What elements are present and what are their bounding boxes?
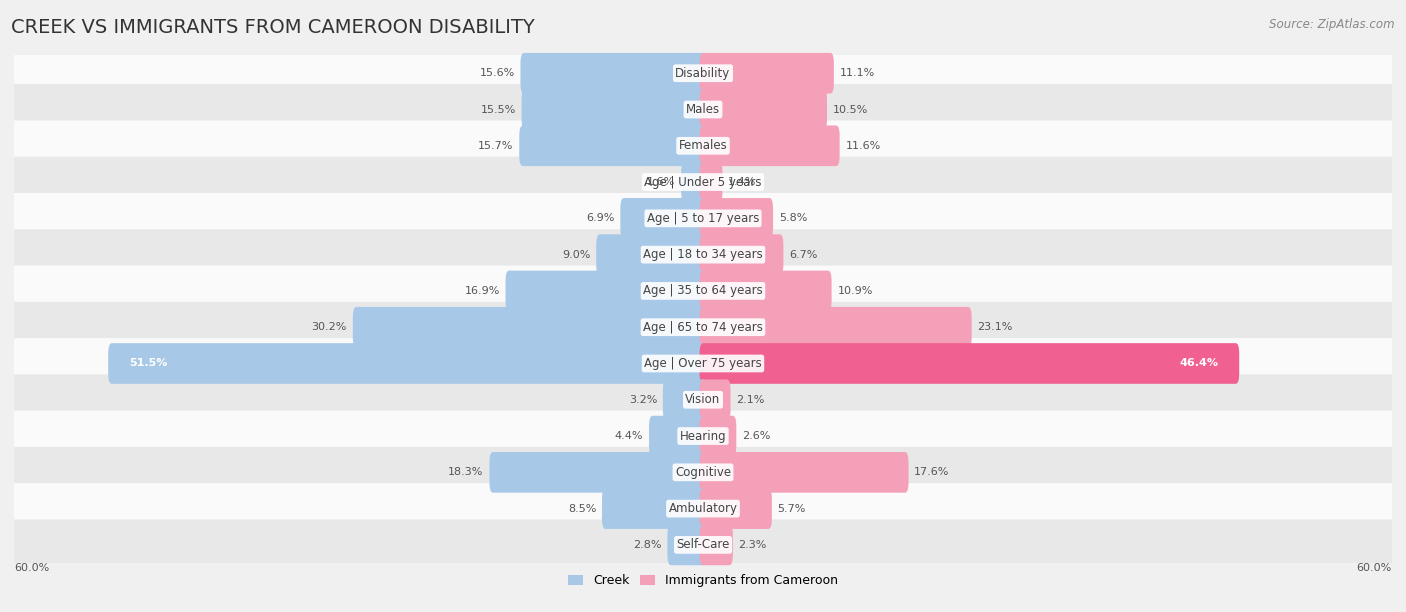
FancyBboxPatch shape — [681, 162, 706, 203]
Text: Age | 18 to 34 years: Age | 18 to 34 years — [643, 248, 763, 261]
FancyBboxPatch shape — [662, 379, 706, 420]
FancyBboxPatch shape — [11, 266, 1395, 316]
Text: 9.0%: 9.0% — [562, 250, 591, 259]
Text: 1.4%: 1.4% — [728, 177, 756, 187]
Text: 23.1%: 23.1% — [977, 322, 1012, 332]
FancyBboxPatch shape — [700, 89, 827, 130]
Text: CREEK VS IMMIGRANTS FROM CAMEROON DISABILITY: CREEK VS IMMIGRANTS FROM CAMEROON DISABI… — [11, 18, 536, 37]
FancyBboxPatch shape — [11, 193, 1395, 244]
FancyBboxPatch shape — [11, 375, 1395, 425]
FancyBboxPatch shape — [11, 447, 1395, 498]
FancyBboxPatch shape — [700, 343, 1239, 384]
Text: 10.5%: 10.5% — [832, 105, 868, 114]
Text: 6.9%: 6.9% — [586, 214, 614, 223]
FancyBboxPatch shape — [11, 48, 1395, 99]
FancyBboxPatch shape — [700, 198, 773, 239]
FancyBboxPatch shape — [700, 125, 839, 166]
Text: Ambulatory: Ambulatory — [668, 502, 738, 515]
Text: Source: ZipAtlas.com: Source: ZipAtlas.com — [1270, 18, 1395, 31]
Text: Vision: Vision — [685, 394, 721, 406]
Text: 2.8%: 2.8% — [633, 540, 662, 550]
FancyBboxPatch shape — [700, 452, 908, 493]
Text: Age | 35 to 64 years: Age | 35 to 64 years — [643, 285, 763, 297]
FancyBboxPatch shape — [11, 338, 1395, 389]
Text: 4.4%: 4.4% — [614, 431, 644, 441]
Text: 11.6%: 11.6% — [845, 141, 880, 151]
FancyBboxPatch shape — [11, 483, 1395, 534]
FancyBboxPatch shape — [700, 416, 737, 457]
Text: 2.3%: 2.3% — [738, 540, 766, 550]
Text: Age | Under 5 years: Age | Under 5 years — [644, 176, 762, 188]
Text: 10.9%: 10.9% — [838, 286, 873, 296]
FancyBboxPatch shape — [700, 488, 772, 529]
Text: 15.5%: 15.5% — [481, 105, 516, 114]
Text: 60.0%: 60.0% — [1357, 564, 1392, 573]
Text: 5.8%: 5.8% — [779, 214, 807, 223]
Text: 6.7%: 6.7% — [789, 250, 817, 259]
FancyBboxPatch shape — [11, 230, 1395, 280]
FancyBboxPatch shape — [108, 343, 706, 384]
Text: 2.6%: 2.6% — [742, 431, 770, 441]
FancyBboxPatch shape — [602, 488, 706, 529]
FancyBboxPatch shape — [11, 157, 1395, 207]
Text: Age | Over 75 years: Age | Over 75 years — [644, 357, 762, 370]
Text: 17.6%: 17.6% — [914, 468, 949, 477]
FancyBboxPatch shape — [522, 89, 706, 130]
Text: Hearing: Hearing — [679, 430, 727, 442]
FancyBboxPatch shape — [11, 302, 1395, 353]
FancyBboxPatch shape — [520, 53, 706, 94]
FancyBboxPatch shape — [596, 234, 706, 275]
Text: Females: Females — [679, 140, 727, 152]
Text: Cognitive: Cognitive — [675, 466, 731, 479]
Text: 3.2%: 3.2% — [628, 395, 657, 405]
FancyBboxPatch shape — [700, 162, 723, 203]
Text: Males: Males — [686, 103, 720, 116]
Text: 60.0%: 60.0% — [14, 564, 49, 573]
FancyBboxPatch shape — [11, 84, 1395, 135]
FancyBboxPatch shape — [650, 416, 706, 457]
FancyBboxPatch shape — [700, 53, 834, 94]
FancyBboxPatch shape — [700, 234, 783, 275]
FancyBboxPatch shape — [353, 307, 706, 348]
Text: 1.6%: 1.6% — [647, 177, 675, 187]
Text: 15.7%: 15.7% — [478, 141, 513, 151]
Text: 46.4%: 46.4% — [1180, 359, 1219, 368]
Text: Disability: Disability — [675, 67, 731, 80]
FancyBboxPatch shape — [489, 452, 706, 493]
FancyBboxPatch shape — [11, 121, 1395, 171]
Text: Age | 65 to 74 years: Age | 65 to 74 years — [643, 321, 763, 334]
Legend: Creek, Immigrants from Cameroon: Creek, Immigrants from Cameroon — [564, 569, 842, 592]
FancyBboxPatch shape — [700, 307, 972, 348]
Text: 11.1%: 11.1% — [839, 68, 875, 78]
FancyBboxPatch shape — [700, 524, 733, 565]
FancyBboxPatch shape — [11, 411, 1395, 461]
Text: Self-Care: Self-Care — [676, 539, 730, 551]
Text: 8.5%: 8.5% — [568, 504, 596, 513]
Text: 2.1%: 2.1% — [737, 395, 765, 405]
Text: Age | 5 to 17 years: Age | 5 to 17 years — [647, 212, 759, 225]
Text: 51.5%: 51.5% — [129, 359, 167, 368]
Text: 5.7%: 5.7% — [778, 504, 806, 513]
FancyBboxPatch shape — [620, 198, 706, 239]
FancyBboxPatch shape — [506, 271, 706, 312]
FancyBboxPatch shape — [11, 520, 1395, 570]
FancyBboxPatch shape — [700, 379, 731, 420]
FancyBboxPatch shape — [668, 524, 706, 565]
FancyBboxPatch shape — [519, 125, 706, 166]
FancyBboxPatch shape — [700, 271, 831, 312]
Text: 30.2%: 30.2% — [312, 322, 347, 332]
Text: 15.6%: 15.6% — [479, 68, 515, 78]
Text: 18.3%: 18.3% — [449, 468, 484, 477]
Text: 16.9%: 16.9% — [464, 286, 499, 296]
